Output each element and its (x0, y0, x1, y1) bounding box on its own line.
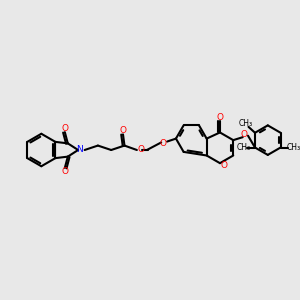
Text: O: O (220, 161, 227, 170)
Text: O: O (61, 167, 68, 176)
Text: O: O (137, 146, 144, 154)
Text: O: O (241, 130, 248, 139)
Text: O: O (160, 139, 167, 148)
Text: O: O (119, 126, 127, 135)
Text: CH₃: CH₃ (236, 143, 250, 152)
Text: O: O (61, 124, 68, 133)
Text: CH₃: CH₃ (286, 143, 300, 152)
Text: N: N (76, 146, 82, 154)
Text: O: O (216, 113, 224, 122)
Text: CH₃: CH₃ (239, 119, 253, 128)
